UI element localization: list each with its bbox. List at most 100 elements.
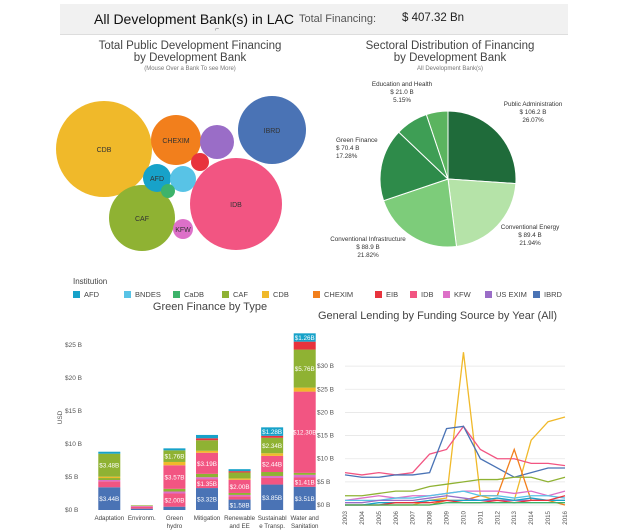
pie-label-2-pct_label: 21.82% — [357, 252, 379, 259]
bar-value-label: $2.00B — [164, 498, 184, 505]
legend-item-cdb[interactable]: CDB — [262, 290, 289, 299]
legend-swatch — [313, 291, 320, 298]
bar-segment — [261, 427, 284, 436]
bar-value-label: $5.76B — [295, 366, 315, 373]
total-financing-label: Total Financing: — [299, 13, 377, 25]
bar-segment — [163, 461, 186, 466]
pie-label-0-name: Public Administration — [504, 101, 563, 108]
legend-item-idb[interactable]: IDB — [410, 290, 434, 299]
bar-segment — [293, 486, 316, 510]
bar-value-label: $3.48B — [99, 463, 119, 470]
bar-ytick: $15 B — [65, 408, 82, 415]
legend-item-afd[interactable]: AFD — [73, 290, 99, 299]
legend-item-kfw[interactable]: KFW — [443, 290, 471, 299]
bubble-chart: CDB IDB IBRD CAF CHEXIM AFD KFW — [56, 96, 306, 251]
bar-segment — [196, 477, 218, 480]
legend-item-ibrd[interactable]: IBRD — [533, 290, 562, 299]
legend-item-eib[interactable]: EIB — [375, 290, 398, 299]
bar-value-label: $3.19B — [197, 461, 217, 468]
bubble-label-afd: AFD — [150, 176, 164, 183]
legend-item-chexim[interactable]: CHEXIM — [313, 290, 353, 299]
pie-chart-subtitle: All Development Bank(s) — [416, 66, 484, 72]
legend-item-us-exim[interactable]: US EXIM — [485, 290, 527, 299]
bar-value-label: $3.57B — [164, 475, 184, 482]
pie-slice-3 — [379, 131, 449, 202]
pie-label-1-value: $ 89.4 B — [518, 232, 541, 239]
bar-segment — [163, 493, 186, 507]
line-ytick: $10 B — [317, 456, 334, 463]
dashboard-header: All Development Bank(s) in LAC Total Fin… — [60, 4, 568, 35]
bar-segment — [261, 437, 284, 454]
bar-segment — [261, 475, 284, 478]
bubble-kfw — [173, 219, 193, 239]
legend-swatch — [124, 291, 131, 298]
legend-label: CHEXIM — [324, 290, 354, 299]
line-xtick: 2008 — [427, 510, 434, 524]
bar-segment — [130, 505, 153, 507]
bar-segment — [228, 472, 251, 479]
bar-segment — [261, 453, 284, 456]
legend-label: KFW — [454, 290, 471, 299]
bar-ytick: $25 B — [65, 342, 82, 349]
bar-category-label: Mitigation — [194, 515, 221, 522]
bar-segment — [261, 484, 284, 510]
bar-segment — [163, 450, 186, 462]
bar-segment — [293, 341, 316, 350]
line-xtick: 2004 — [359, 510, 366, 524]
pie-label-1-name: Conventional Energy — [501, 224, 560, 231]
pie-label-2-name: Conventional Infrastructure — [330, 236, 406, 243]
bubble-us-exim — [200, 125, 234, 159]
bar-segment — [163, 506, 186, 510]
legend-label: CAF — [233, 290, 248, 299]
bar-category-label: hydro — [167, 523, 183, 530]
pie-label-3-name: Green Finance — [336, 137, 378, 144]
bar-ytick: $5 B — [65, 474, 78, 481]
bubble-ibrd — [238, 96, 306, 164]
legend-item-cadb[interactable]: CaDB — [173, 290, 204, 299]
bar-segment — [196, 452, 218, 474]
pie-label-3-pct_label: 17.28% — [336, 153, 358, 160]
legend-swatch — [262, 291, 269, 298]
bar-value-label: $3.32B — [197, 497, 217, 504]
bar-segment — [196, 440, 218, 451]
pie-slice-0 — [447, 110, 517, 185]
green-finance-bar-chart: $0 B $5 B $10 B $15 B $20 B $25 B USD $3.44B $3.… — [57, 333, 319, 530]
legend-item-bndes[interactable]: BNDES — [124, 290, 161, 299]
bubble-chart-title-line1: Total Public Development Financing — [98, 40, 282, 52]
line-xtick: 2012 — [494, 510, 501, 524]
line-xtick: 2015 — [545, 510, 552, 524]
bar-value-label: $3.51B — [295, 496, 315, 503]
legend-label: IDB — [421, 290, 434, 299]
bar-chart-title: Green Finance by Type — [152, 301, 268, 313]
bar-segment — [98, 451, 121, 454]
bar-segment — [196, 434, 218, 439]
bar-segment — [293, 333, 316, 342]
legend-item-caf[interactable]: CAF — [222, 290, 248, 299]
bar-category-label: Renewable — [224, 515, 256, 522]
bubble-label-idb: IDB — [230, 202, 242, 209]
bar-ylabel: USD — [57, 410, 64, 424]
line-xtick: 2011 — [477, 510, 484, 524]
bubble-chexim — [151, 115, 201, 165]
bar-segment — [130, 508, 153, 510]
bar-segment — [196, 438, 218, 441]
pie-label-0-pct_label: 26.07% — [522, 117, 544, 124]
pie-chart-title: Sectoral Distribution of Financing by De… — [330, 40, 570, 64]
pie-slice-5 — [425, 110, 449, 180]
bar-segment — [163, 448, 186, 451]
line-ytick: $20 B — [317, 409, 334, 416]
pie-chart-title-line1: Sectoral Distribution of Financing — [365, 40, 535, 52]
bar-segment — [261, 455, 284, 473]
bar-category-label: Adaptation — [94, 515, 124, 522]
legend-swatch — [443, 291, 450, 298]
bar-value-label: $1.41B — [295, 480, 315, 487]
bubble-idb — [190, 158, 282, 250]
bar-ytick: $10 B — [65, 441, 82, 448]
pie-label-2-value: $ 88.9 B — [356, 244, 379, 251]
bar-category-label: Green — [166, 515, 184, 522]
line-xtick: 2013 — [511, 510, 518, 524]
legend-swatch — [173, 291, 180, 298]
bar-value-label: $1.28B — [262, 429, 282, 436]
line-xtick: 2006 — [393, 510, 400, 524]
legend-swatch — [533, 291, 540, 298]
